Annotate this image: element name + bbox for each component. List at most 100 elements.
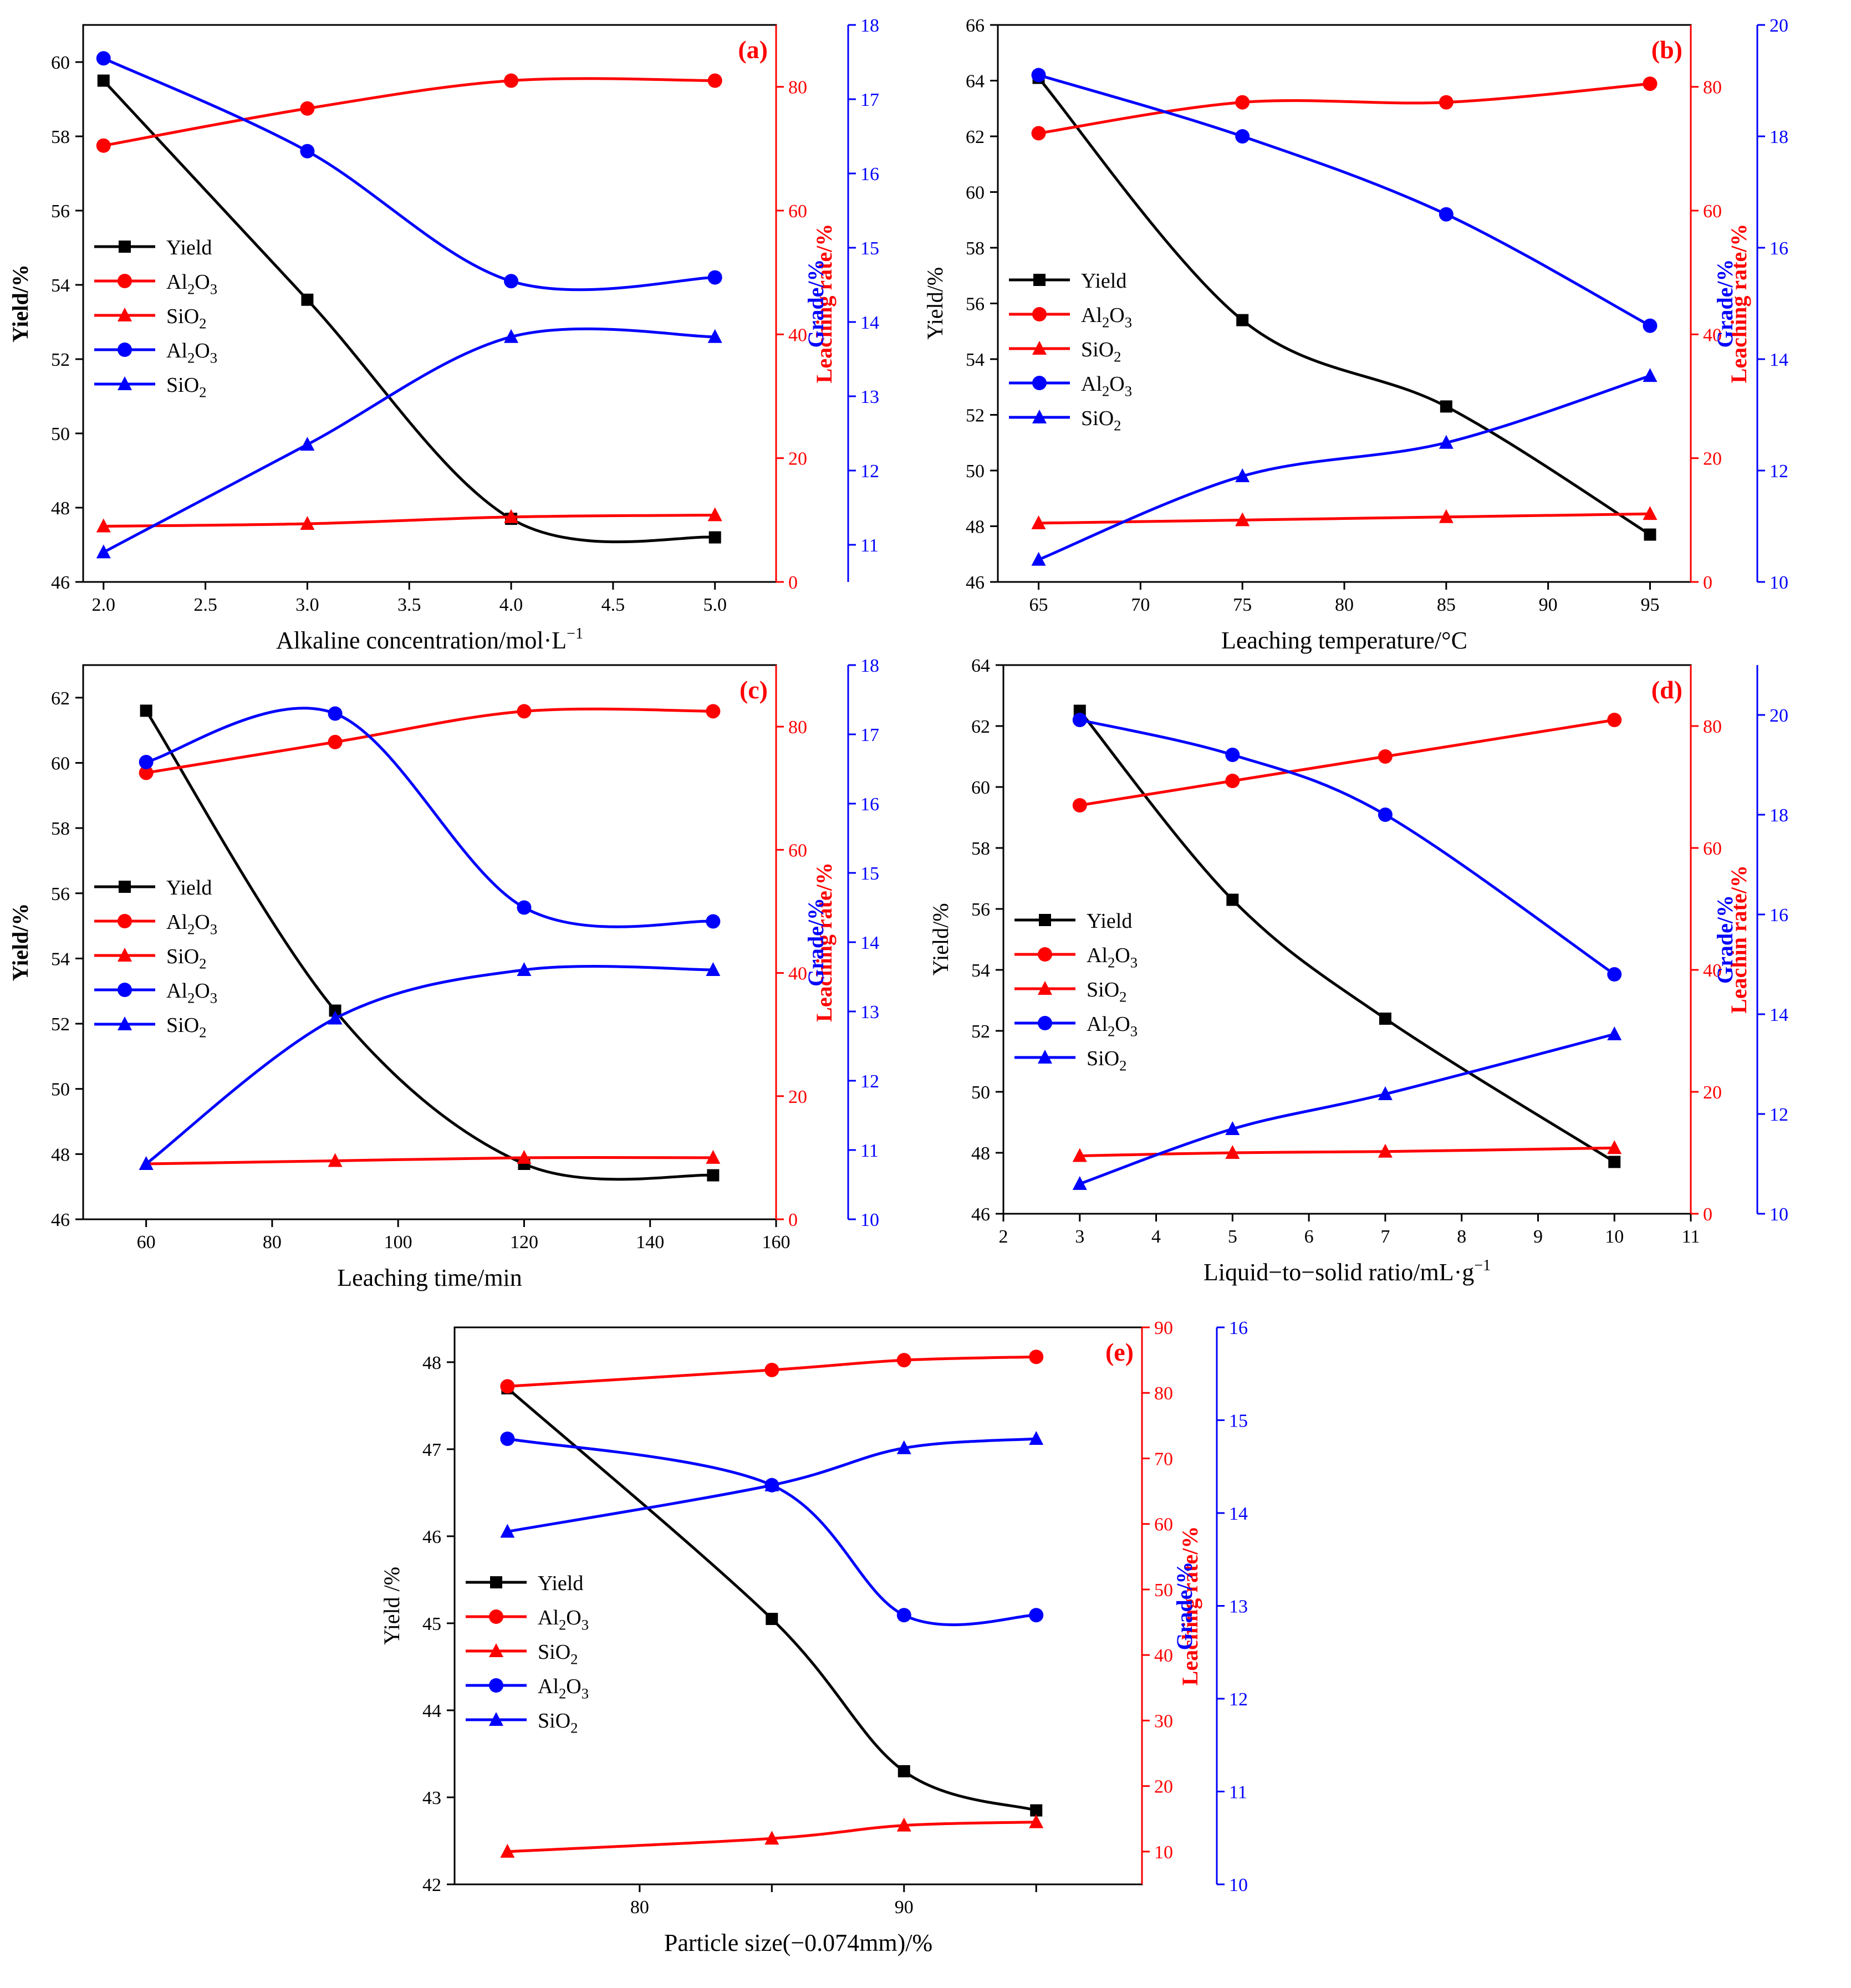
series-line xyxy=(145,965,713,1165)
data-point xyxy=(707,270,722,285)
data-point xyxy=(1440,400,1452,413)
data-point xyxy=(707,507,722,522)
data-point xyxy=(500,1843,515,1858)
data-point xyxy=(1235,95,1250,110)
data-point xyxy=(1378,1086,1393,1100)
x-tick-label: 60 xyxy=(137,1232,156,1253)
x-tick-label: 4 xyxy=(1151,1226,1161,1247)
series-line xyxy=(507,1437,1037,1627)
data-point xyxy=(1031,551,1046,566)
y-right1-axis-label: Leaching rate/% xyxy=(812,224,837,384)
y-right2-axis-label: Grade/% xyxy=(1712,259,1737,348)
y-right2-tick-label: 12 xyxy=(860,461,879,482)
y-right2-tick-label: 13 xyxy=(1229,1597,1248,1617)
x-tick-label: 80 xyxy=(630,1897,649,1918)
series-yield-left xyxy=(1032,71,1656,541)
y-right2-tick-label: 12 xyxy=(1229,1689,1248,1710)
y-right2-tick-label: 15 xyxy=(1229,1411,1248,1432)
x-axis-label: Leaching temperature/°C xyxy=(1221,627,1467,654)
y-right1-tick-label: 60 xyxy=(1703,839,1722,859)
legend-label-part: 3 xyxy=(1130,1023,1138,1040)
legend-label-part: 2 xyxy=(187,350,195,366)
y-right2-tick-label: 18 xyxy=(1770,127,1788,147)
x-tick-label: 2 xyxy=(999,1226,1008,1247)
data-point xyxy=(1235,512,1250,527)
y-left-axis-label: Yield/% xyxy=(8,903,33,982)
y-left-tick-label: 60 xyxy=(51,753,70,774)
y-right2-axis-label: Grade/% xyxy=(803,898,828,987)
legend-label: Al2O3 xyxy=(166,270,217,298)
y-right2-tick-label: 15 xyxy=(860,863,879,884)
legend-label-part: SiO xyxy=(538,1641,570,1664)
legend-label-part: SiO xyxy=(166,374,199,397)
data-point xyxy=(300,101,315,116)
legend-label-part: 3 xyxy=(210,921,217,938)
legend-label-part: 3 xyxy=(1130,954,1138,971)
data-point xyxy=(707,329,722,343)
y-right1-tick-label: 0 xyxy=(788,573,798,593)
panel-label: (d) xyxy=(1651,676,1682,704)
data-point xyxy=(504,73,519,88)
y-right1-tick-label: 50 xyxy=(1154,1580,1173,1601)
legend-label-part: 2 xyxy=(559,1617,566,1633)
y-right2-tick-label: 12 xyxy=(860,1071,879,1092)
legend-marker xyxy=(118,1016,132,1030)
series-sio2-right1 xyxy=(139,1149,721,1170)
series-yield-left xyxy=(140,704,720,1182)
y-left-tick-label: 52 xyxy=(51,1014,70,1035)
y-left-tick-label: 66 xyxy=(966,16,985,36)
data-point xyxy=(328,1153,343,1167)
y-left-tick-label: 54 xyxy=(51,275,70,296)
y-right1-tick-label: 80 xyxy=(788,78,807,98)
y-left-tick-label: 60 xyxy=(51,53,70,73)
y-left-tick-label: 46 xyxy=(971,1204,990,1225)
y-left-tick-label: 60 xyxy=(966,183,985,203)
legend-label: SiO2 xyxy=(166,305,206,332)
x-tick-label: 4.0 xyxy=(499,595,523,615)
panel-label: (b) xyxy=(1651,35,1682,64)
plot-frame xyxy=(82,24,777,583)
legend-label-part: 3 xyxy=(210,350,217,366)
data-point xyxy=(1031,68,1046,83)
y-left-tick-label: 60 xyxy=(971,778,990,798)
legend-label-part: 3 xyxy=(582,1617,589,1633)
legend-label-part: 2 xyxy=(559,1685,566,1702)
data-point xyxy=(517,900,532,915)
legend-marker xyxy=(1032,307,1047,321)
y-right1-tick-label: 70 xyxy=(1154,1449,1173,1469)
y-right2-tick-label: 18 xyxy=(1770,805,1788,826)
legend-label-part: 2 xyxy=(1119,1057,1126,1074)
series-line xyxy=(1078,709,1615,1163)
legend-marker xyxy=(489,1678,503,1693)
series-line xyxy=(506,1387,1037,1812)
data-point xyxy=(1607,1140,1622,1154)
series-line xyxy=(1079,1033,1615,1185)
y-right2-tick-label: 10 xyxy=(1770,1204,1788,1225)
y-right1-tick-label: 40 xyxy=(1154,1645,1173,1666)
x-tick-label: 3.0 xyxy=(295,595,319,615)
x-tick-label: 90 xyxy=(1539,595,1558,615)
legend-label: Yield xyxy=(1087,909,1132,933)
panel-label: (e) xyxy=(1105,1338,1134,1366)
data-point xyxy=(1225,1145,1240,1159)
x-axis-label-superscript: −1 xyxy=(1474,1257,1491,1274)
y-right2-tick-label: 15 xyxy=(860,238,879,259)
legend-label: Al2O3 xyxy=(1081,304,1132,331)
x-axis-label: Particle size(−0.074mm)/% xyxy=(664,1929,932,1956)
legend-label-part: O xyxy=(1109,304,1124,327)
legend-label-part: 2 xyxy=(1102,383,1109,400)
y-left-tick-label: 48 xyxy=(422,1353,441,1373)
y-left-tick-label: 48 xyxy=(51,498,70,519)
legend-label-part: 3 xyxy=(582,1685,589,1702)
data-point xyxy=(96,51,111,66)
legend-label-part: SiO xyxy=(166,305,199,328)
data-point xyxy=(766,1613,778,1626)
data-point xyxy=(1378,749,1393,764)
legend-label-part: O xyxy=(195,270,210,294)
legend-label-part: O xyxy=(195,911,210,934)
y-right2-tick-label: 14 xyxy=(1770,350,1788,370)
legend-label-part: O xyxy=(1109,372,1124,396)
data-point xyxy=(1235,468,1250,483)
legend-label: SiO2 xyxy=(166,945,206,972)
